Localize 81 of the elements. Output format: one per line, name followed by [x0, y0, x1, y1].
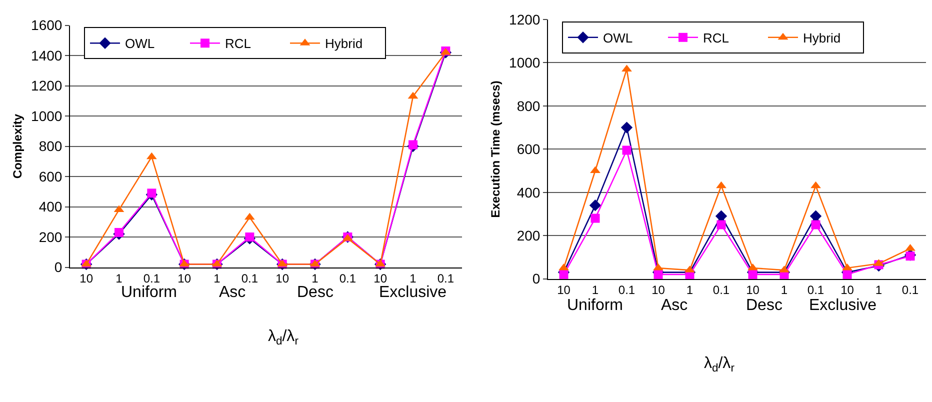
y-axis-title: Execution Time (msecs) [488, 80, 502, 218]
point [810, 181, 821, 188]
text: Exclusive [379, 284, 447, 301]
x-tick-label: 0.1 [807, 283, 824, 298]
point [654, 270, 663, 279]
point [653, 263, 664, 270]
x-tick-label: 10 [746, 283, 760, 298]
x-tick-label: 10 [80, 272, 94, 286]
x-tick-label: 10 [652, 283, 666, 298]
x-tick-label: 10 [178, 272, 192, 286]
y-tick-label: 800 [38, 138, 62, 154]
x-tick-label: 0.1 [902, 283, 919, 298]
text: Exclusive [809, 297, 877, 314]
x-tick-label: 1 [116, 272, 123, 286]
x-tick-label: 10 [374, 272, 388, 286]
point [147, 188, 156, 198]
point [748, 263, 758, 270]
point [622, 146, 632, 155]
y-tick-label: 400 [516, 184, 540, 200]
text: Uniform [121, 284, 178, 301]
point [408, 140, 418, 150]
point [716, 220, 726, 230]
x-tick-label: 1 [780, 283, 788, 298]
x-tick-label: 1 [312, 272, 319, 286]
x-tick-label: 1 [410, 272, 417, 286]
point [245, 232, 254, 242]
legend-label: OWL [125, 36, 155, 52]
point [842, 263, 852, 270]
point [716, 181, 726, 188]
text: Asc [661, 297, 688, 314]
x-tick-label: 0.1 [712, 283, 730, 298]
y-tick-label: 1200 [31, 78, 62, 94]
x-tick-label: 1 [686, 283, 694, 298]
x-tick-label: 1 [214, 272, 221, 286]
x-tick-label: 1 [875, 283, 882, 298]
legend-label: RCL [225, 36, 252, 52]
point [589, 199, 602, 212]
y-tick-label: 1200 [509, 11, 540, 28]
y-tick-label: 200 [516, 227, 540, 244]
point [559, 270, 568, 279]
x-tick-label: 0.1 [241, 272, 258, 286]
text: Desc [297, 284, 334, 301]
legend-label: OWL [603, 30, 633, 46]
y-tick-label: 0 [54, 259, 62, 276]
legend-label: RCL [703, 30, 730, 46]
y-axis-title: Complexity [10, 114, 24, 179]
point [748, 270, 758, 279]
x-tick-label: 0.1 [339, 272, 356, 286]
x-tick-label: 0.1 [437, 272, 454, 286]
y-tick-label: 600 [38, 168, 62, 184]
y-tick-label: 800 [516, 98, 540, 114]
x-tick-label: 10 [276, 272, 290, 286]
point [715, 210, 728, 222]
point [114, 228, 124, 237]
point [906, 252, 915, 261]
x-tick-label: 1 [592, 283, 599, 298]
point [590, 214, 600, 223]
x-axis-title: λ$_{d}$/λ$_{r}$ [268, 328, 299, 348]
y-tick-label: 1400 [31, 47, 62, 64]
legend-label: Hybrid [803, 30, 841, 46]
x-tick-label: 0.1 [618, 283, 636, 298]
point [558, 263, 569, 270]
text: Uniform [567, 297, 624, 314]
point [620, 122, 633, 134]
x-tick-label: 10 [557, 283, 571, 298]
point [810, 210, 822, 222]
y-tick-label: 0 [532, 270, 540, 287]
text: Desc [746, 297, 782, 314]
y-tick-label: 1000 [509, 54, 540, 71]
x-axis-title: λ$_{d}$/λ$_{r}$ [704, 355, 735, 374]
y-tick-label: 1000 [31, 108, 62, 124]
x-tick-label: 0.1 [143, 272, 160, 286]
point [842, 270, 852, 279]
y-tick-label: 400 [38, 198, 62, 215]
y-tick-label: 200 [38, 228, 62, 245]
point [811, 220, 820, 230]
legend-label: Hybrid [325, 36, 363, 52]
x-tick-label: 10 [840, 283, 854, 298]
y-tick-label: 600 [516, 141, 540, 158]
y-tick-label: 1600 [31, 17, 62, 34]
text: Asc [219, 284, 246, 301]
